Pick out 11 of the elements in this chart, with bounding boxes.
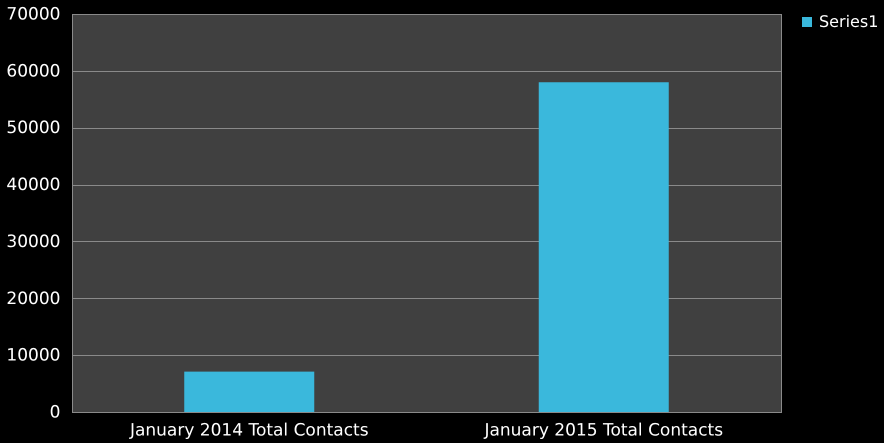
legend-label: Series1 [819, 12, 878, 31]
y-tick-label: 10000 [6, 346, 60, 366]
y-tick-label: 20000 [6, 288, 60, 309]
y-tick-label: 70000 [6, 4, 60, 24]
y-tick-label: 30000 [6, 232, 60, 252]
x-tick-label: January 2014 Total Contacts [128, 420, 369, 440]
y-tick-label: 50000 [6, 118, 60, 138]
y-tick-label: 40000 [6, 175, 60, 196]
x-tick-label: January 2015 Total Contacts [483, 420, 724, 440]
y-tick-label: 0 [50, 402, 60, 422]
y-tick-label: 60000 [6, 61, 60, 82]
